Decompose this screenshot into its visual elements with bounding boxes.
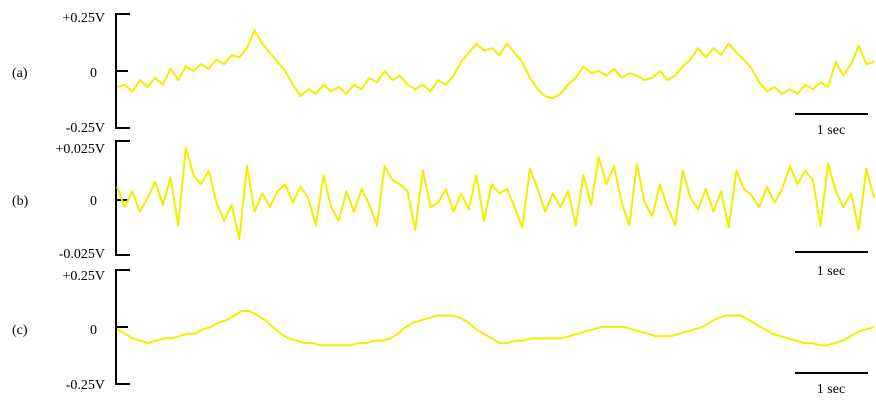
panel-a-tick-top: +0.25V: [62, 11, 105, 26]
panel-c-label: (c): [12, 323, 28, 338]
panel-c-tick-top: +0.25V: [62, 269, 105, 284]
panel-c-trace: [116, 310, 875, 347]
panel-a-trace: [116, 29, 875, 100]
panel-c-tick-mid: 0: [90, 323, 97, 338]
panel-c: (c) +0.25V 0 -0.25V 1 sec: [12, 269, 875, 397]
panel-b-tick-mid: 0: [90, 194, 97, 209]
panel-b-label: (b): [12, 194, 29, 209]
panel-b-tick-bottom: -0.025V: [59, 247, 105, 262]
panel-a: (a) +0.25V 0 -0.25V 1 sec: [12, 11, 875, 138]
panel-c-tick-bottom: -0.25V: [66, 378, 105, 393]
panel-a-tick-mid: 0: [90, 66, 97, 81]
panel-c-y-axis: [115, 269, 130, 385]
panel-a-scale-label: 1 sec: [817, 123, 845, 138]
panel-b-scale-label: 1 sec: [817, 264, 845, 279]
panel-a-tick-bottom: -0.25V: [66, 121, 105, 136]
panel-b-trace: [116, 146, 875, 240]
panel-b: (b) +0.025V 0 -0.025V 1 sec: [12, 140, 875, 279]
panel-a-label: (a): [12, 66, 28, 81]
panel-a-y-axis: [115, 13, 130, 129]
panel-b-tick-top: +0.025V: [55, 142, 105, 157]
panel-c-scale-label: 1 sec: [817, 382, 845, 397]
